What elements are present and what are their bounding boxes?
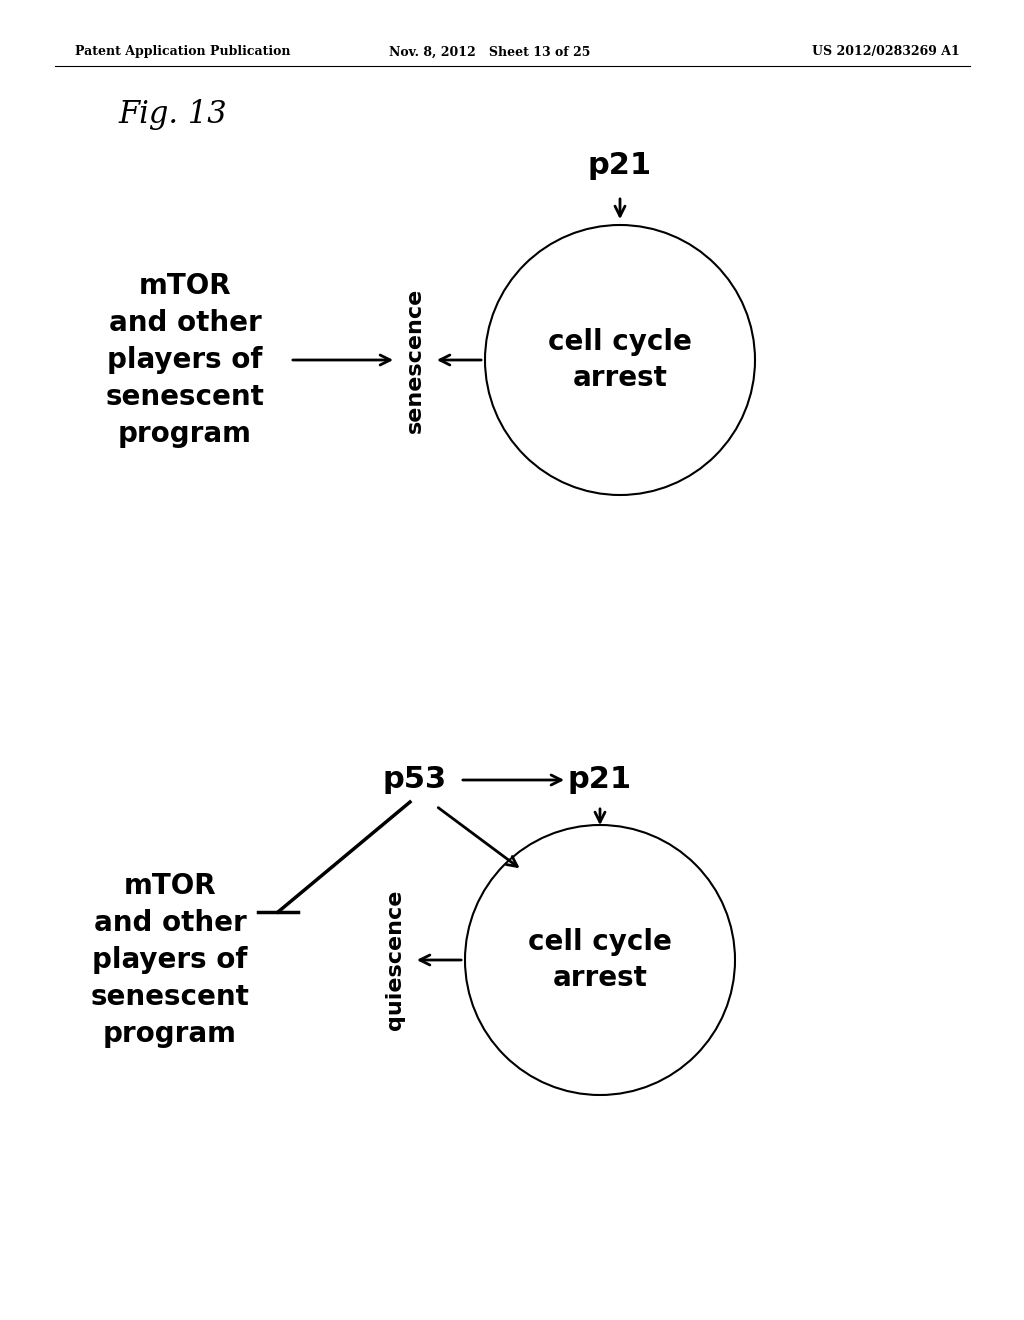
Text: Patent Application Publication: Patent Application Publication xyxy=(75,45,291,58)
Text: mTOR
and other
players of
senescent
program: mTOR and other players of senescent prog… xyxy=(90,873,250,1048)
Text: p21: p21 xyxy=(588,150,652,180)
Text: Fig. 13: Fig. 13 xyxy=(118,99,226,131)
Text: p21: p21 xyxy=(568,766,632,795)
Text: p53: p53 xyxy=(383,766,447,795)
Text: cell cycle
arrest: cell cycle arrest xyxy=(528,928,672,993)
Text: mTOR
and other
players of
senescent
program: mTOR and other players of senescent prog… xyxy=(105,272,264,447)
Text: senescence: senescence xyxy=(406,288,425,433)
Text: cell cycle
arrest: cell cycle arrest xyxy=(548,327,692,392)
Text: US 2012/0283269 A1: US 2012/0283269 A1 xyxy=(812,45,961,58)
Text: Nov. 8, 2012   Sheet 13 of 25: Nov. 8, 2012 Sheet 13 of 25 xyxy=(389,45,591,58)
Text: quiescence: quiescence xyxy=(385,890,406,1030)
